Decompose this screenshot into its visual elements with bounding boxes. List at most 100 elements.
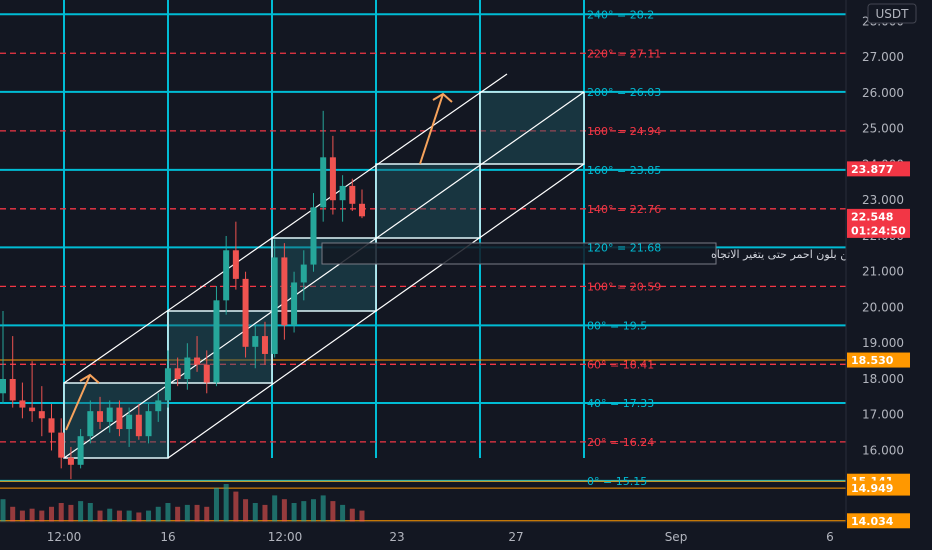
time-tick-label: 12:00 <box>47 530 82 544</box>
up-arrow-1[interactable] <box>419 93 444 165</box>
volume-bar <box>213 487 219 522</box>
candle-body <box>252 336 259 347</box>
price-tag-bg <box>847 480 910 496</box>
gann-level-label: 80° = 19.5 <box>587 319 647 332</box>
gann-level-label: 180° = 24.94 <box>587 125 661 138</box>
volume-bar <box>320 495 326 522</box>
gann-level-label: 120° = 21.68 <box>587 241 661 254</box>
volume-bar <box>175 506 181 522</box>
volume-bar <box>19 510 25 522</box>
up-arrow-0[interactable] <box>65 374 91 431</box>
volume-bar <box>359 510 365 522</box>
time-tick-label: 27 <box>508 530 523 544</box>
candle-body <box>271 257 278 354</box>
candle-body <box>77 436 84 465</box>
volume-bar <box>301 501 307 522</box>
arrow-head <box>79 373 100 384</box>
candle-body <box>67 457 74 465</box>
price-tick-label: 16.000 <box>862 443 904 457</box>
price-tick-label: 17.000 <box>862 408 904 422</box>
gann-box-1 <box>167 310 273 384</box>
candle-body <box>126 414 133 430</box>
price-tick-label: 18.000 <box>862 372 904 386</box>
volume-bars <box>0 484 365 522</box>
arrows[interactable] <box>65 92 453 431</box>
gann-level-label: 60° = 18.41 <box>587 358 654 371</box>
volume-bar <box>272 495 278 522</box>
volume-bar <box>340 504 346 522</box>
candle-body <box>155 400 162 412</box>
price-tag-bg <box>847 208 910 224</box>
candle-body <box>48 418 55 433</box>
candle-body <box>29 407 36 412</box>
time-axis-panel <box>0 522 932 550</box>
price-tag-text: 14.034 <box>851 515 894 528</box>
candle-body <box>106 407 113 422</box>
volume-bar <box>116 510 122 522</box>
gann-level-label: 0° = 15.15 <box>587 475 647 488</box>
candle-body <box>97 411 104 422</box>
price-tick-label: 19.000 <box>862 336 904 350</box>
volume-bar <box>243 499 249 522</box>
candle-body <box>213 300 220 383</box>
time-tick-label: 6 <box>826 530 834 544</box>
price-tag-text: 01:24:50 <box>851 224 906 237</box>
candle-body <box>320 157 327 208</box>
price-tick-label: 26.000 <box>862 86 904 100</box>
volume-bar <box>126 510 132 522</box>
time-tick-label: 23 <box>389 530 404 544</box>
candle-body <box>194 357 201 365</box>
price-tick-label: 21.000 <box>862 265 904 279</box>
arrow-head <box>432 92 453 103</box>
volume-bar <box>49 506 55 522</box>
price-tag-bg <box>847 161 910 177</box>
candle-body <box>349 185 356 204</box>
gann-level-label: 40° = 17.33 <box>587 397 654 410</box>
price-tag-text: 14.949 <box>851 482 893 495</box>
volume-bar <box>155 506 161 522</box>
volume-bar <box>330 501 336 522</box>
gann-level-label: 200° = 26.03 <box>587 86 661 99</box>
volume-bar <box>194 504 200 522</box>
candle-body <box>164 368 171 401</box>
gann-level-label: 20° = 16.24 <box>587 436 654 449</box>
candle-body <box>300 264 307 283</box>
volume-bar <box>165 503 171 522</box>
volume-bar <box>68 504 74 522</box>
candle-body <box>19 400 26 408</box>
gann-level-label: 160° = 23.85 <box>587 164 661 177</box>
volume-bar <box>291 503 297 522</box>
volume-bar <box>10 506 16 522</box>
gann-level-label: 140° = 22.76 <box>587 203 661 216</box>
price-axis-panel <box>846 0 932 550</box>
candle-body <box>0 378 6 394</box>
volume-bar <box>223 484 229 522</box>
channel-line-1[interactable] <box>63 91 585 459</box>
candle-body <box>174 368 181 379</box>
time-axis[interactable]: 12:00 16 12:00 23 27 Sep 6 <box>47 530 834 544</box>
gann-level-label: 240° = 28.2 <box>587 8 654 21</box>
candle-body <box>232 250 239 279</box>
candle-body <box>329 157 336 201</box>
price-tag-bg <box>847 222 910 238</box>
price-tick-label: 27.000 <box>862 50 904 64</box>
candle-body <box>310 207 317 265</box>
channel-line-2[interactable] <box>167 163 585 459</box>
candle-body <box>223 250 230 301</box>
candle-body <box>38 411 45 419</box>
volume-bar <box>252 503 258 522</box>
candle-body <box>184 357 191 379</box>
time-tick-label: Sep <box>665 530 688 544</box>
candle-body <box>359 203 365 217</box>
currency-label[interactable]: USDT <box>867 3 917 24</box>
price-tags: 23.87722.54801:24:5018.53015.14114.94914… <box>847 161 910 529</box>
volume-bar <box>136 512 142 522</box>
candle-body <box>58 432 65 458</box>
volume-bar <box>107 508 113 522</box>
candle-body <box>203 364 210 383</box>
volume-bar <box>349 508 355 522</box>
candle-body <box>145 411 152 437</box>
price-tag-text: 22.548 <box>851 210 893 223</box>
